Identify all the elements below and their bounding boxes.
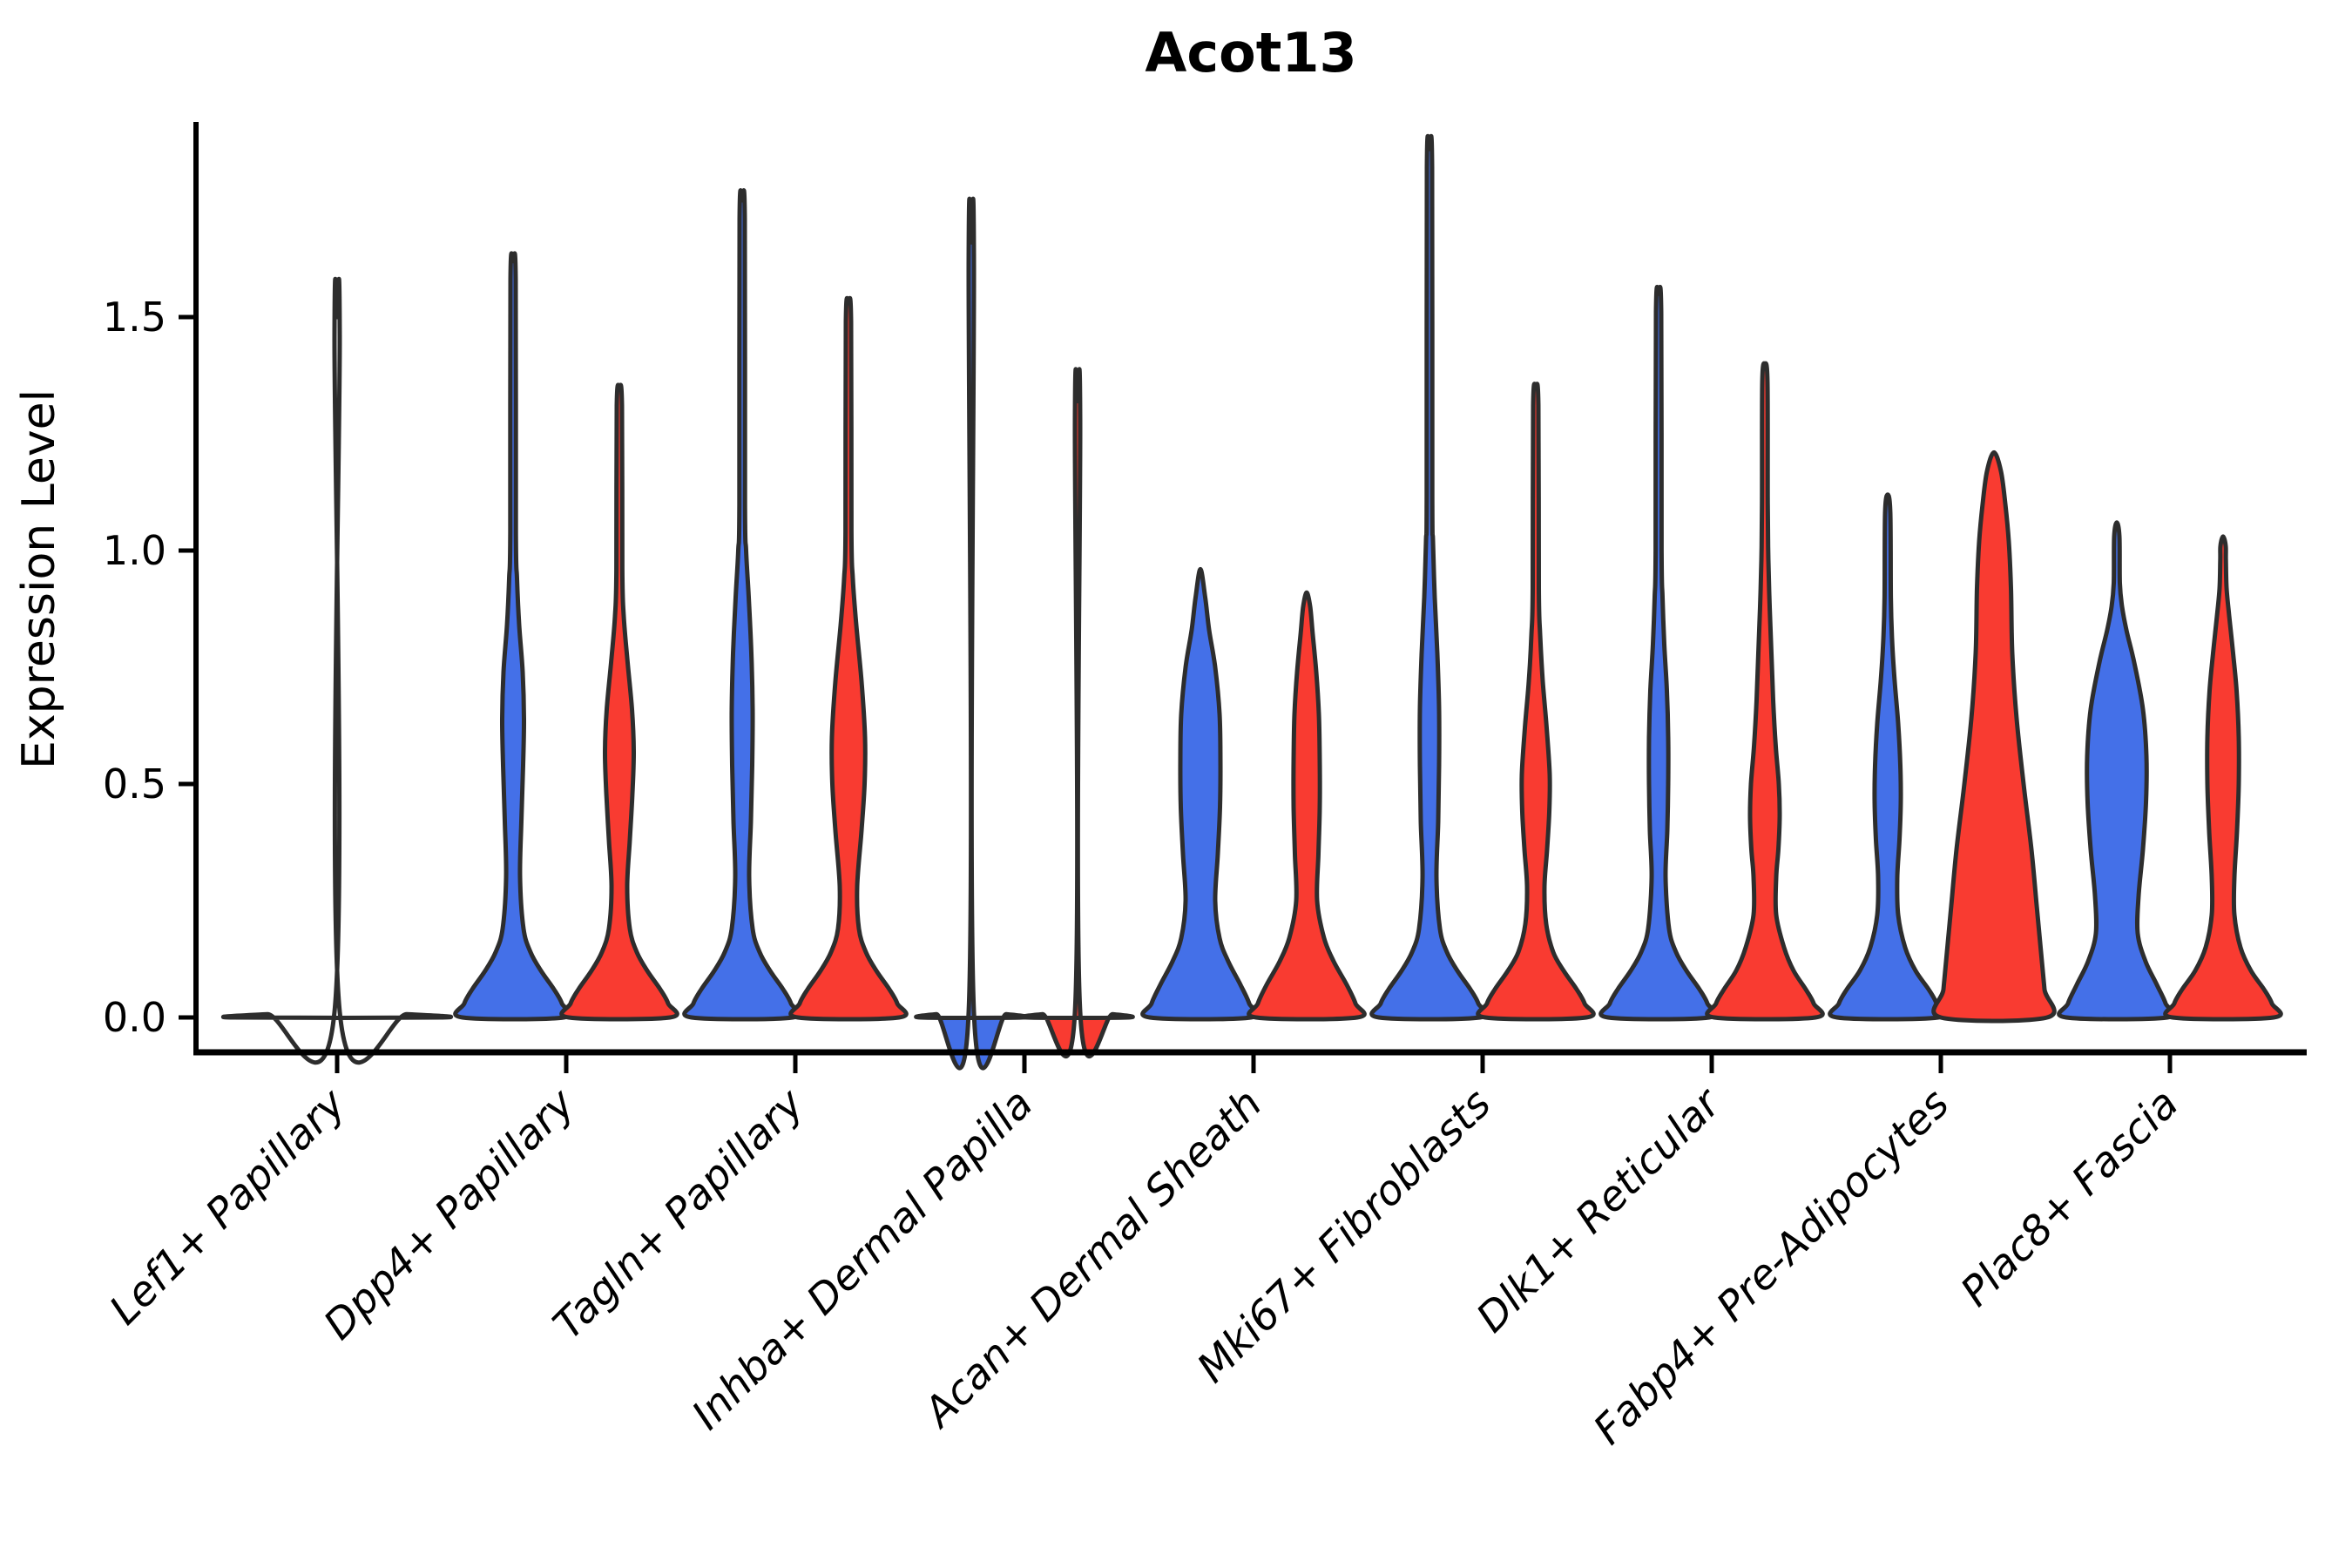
violin-mki67-fibroblasts-red — [1476, 382, 1596, 1022]
y-axis-label: Expression Level — [13, 389, 65, 769]
violins-layer — [221, 133, 2283, 1071]
violin-fabp4-pre-adipocytes-red — [1931, 449, 2057, 1024]
violin-dlk1-reticular-blue — [1598, 284, 1719, 1022]
violin-mki67-fibroblasts-blue — [1369, 133, 1490, 1022]
chart-title: Acot13 — [1145, 21, 1356, 84]
x-tick-label: Plac8+ Fascia — [1951, 1080, 2187, 1316]
violin-plac8-fascia-red — [2163, 534, 2283, 1022]
x-tick-label: Tagln+ Papillary — [544, 1079, 814, 1349]
violin-dpp4-papillary-red — [559, 382, 679, 1022]
y-tick-label: 1.0 — [103, 527, 166, 574]
violin-inhba-dermal-papilla-red — [1020, 367, 1135, 1058]
x-tick-label: Dlk1+ Reticular — [1468, 1078, 1732, 1342]
violin-dpp4-papillary-blue — [453, 251, 573, 1022]
y-tick-label: 0.5 — [103, 760, 166, 808]
y-tick-label: 1.5 — [103, 294, 166, 341]
violin-tagln-papillary-red — [788, 295, 909, 1022]
violin-inhba-dermal-papilla-blue — [914, 196, 1029, 1071]
x-tick-label: Dpp4+ Papillary — [314, 1079, 585, 1349]
violin-plac8-fascia-blue — [2057, 520, 2177, 1022]
violin-acan-dermal-sheath-blue — [1140, 566, 1260, 1022]
violin-dlk1-reticular-red — [1705, 361, 1825, 1022]
violin-lef1-papillary-none — [221, 276, 453, 1065]
violin-tagln-papillary-blue — [682, 188, 802, 1022]
violin-acan-dermal-sheath-red — [1247, 590, 1367, 1022]
x-tick-label: Lef1+ Papillary — [100, 1079, 355, 1335]
violin-fabp4-pre-adipocytes-blue — [1828, 492, 1948, 1022]
y-tick-label: 0.0 — [103, 994, 166, 1041]
